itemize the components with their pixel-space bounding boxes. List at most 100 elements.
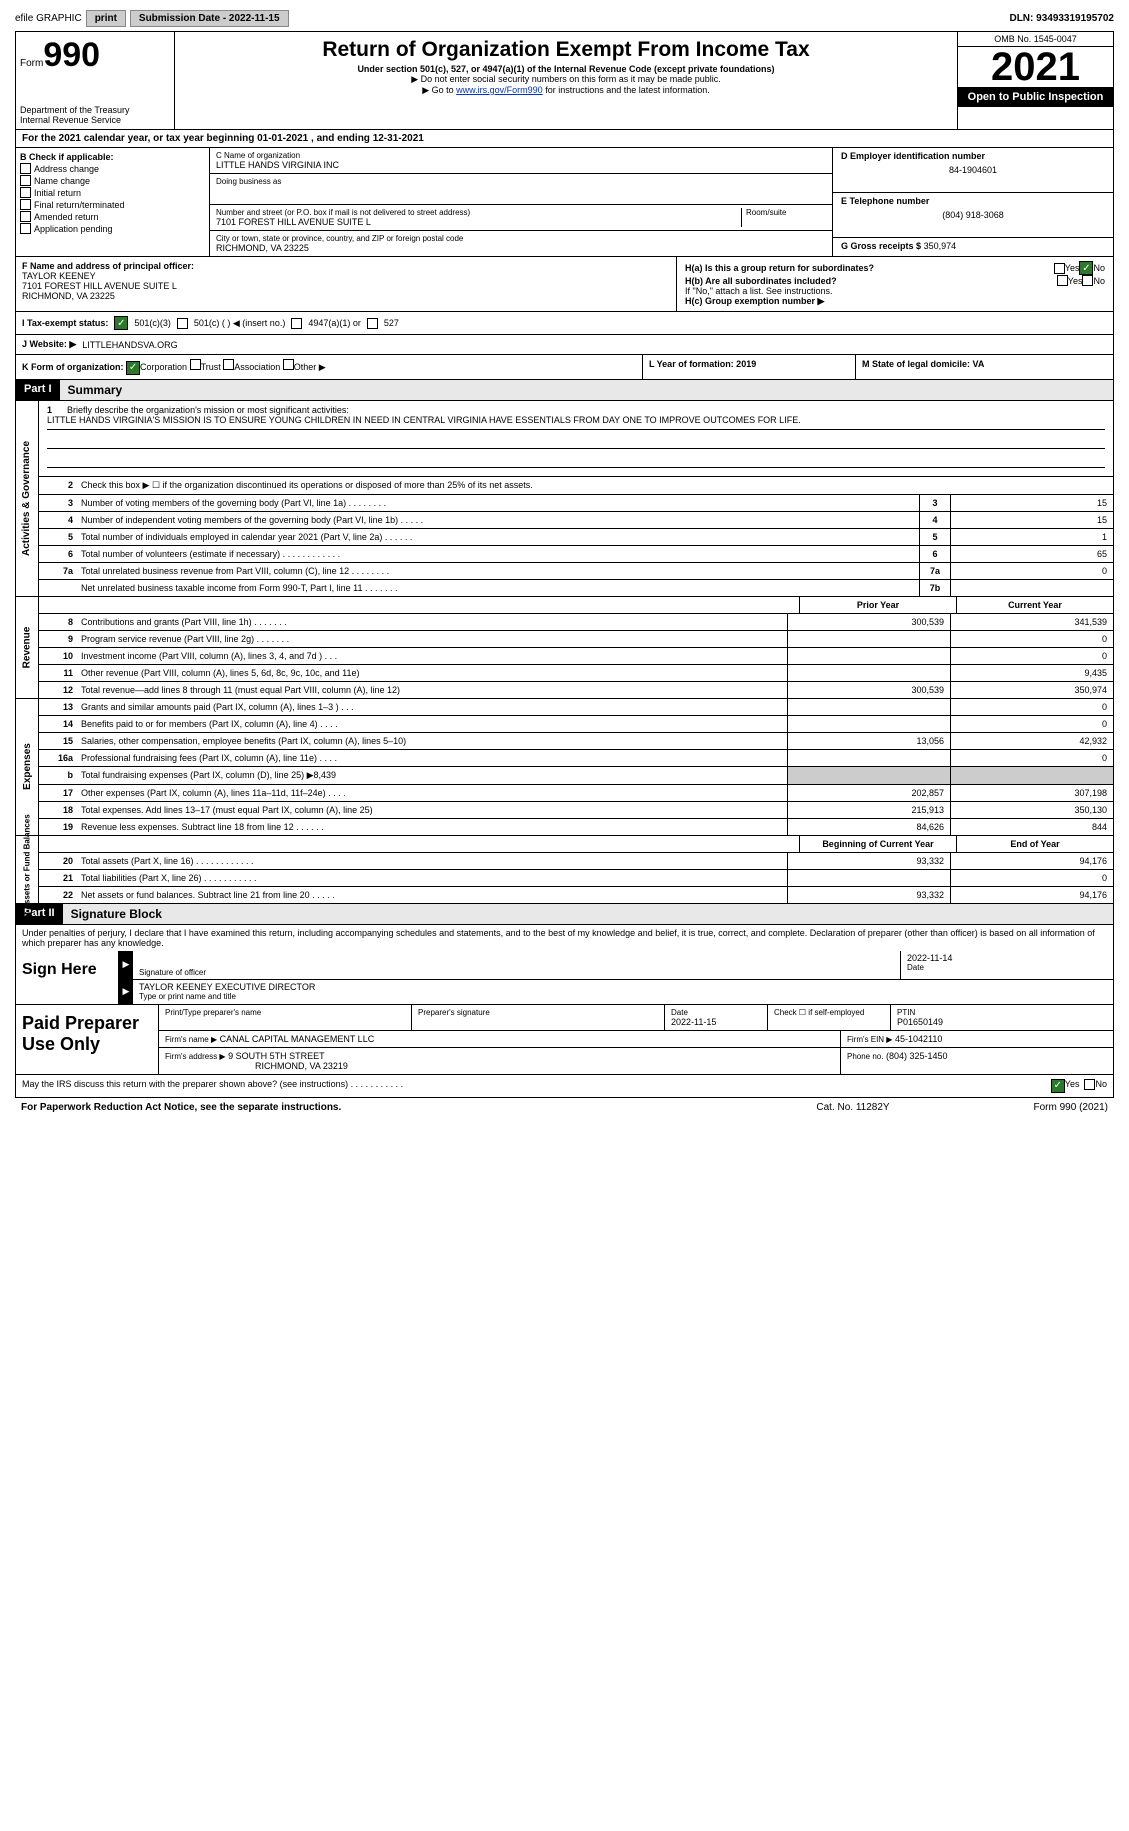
part2-title: Signature Block: [63, 904, 1113, 924]
cb-hb-yes[interactable]: [1057, 275, 1068, 286]
gov-line-text: Total number of individuals employed in …: [77, 529, 919, 545]
current-value: 9,435: [950, 665, 1113, 681]
dept-treasury: Department of the Treasury: [20, 105, 170, 115]
gov-line-text: Total number of volunteers (estimate if …: [77, 546, 919, 562]
street-value: 7101 FOREST HILL AVENUE SUITE L: [216, 217, 741, 227]
cb-discuss-yes[interactable]: ✓: [1051, 1079, 1065, 1093]
gross-receipts: 350,974: [924, 241, 957, 251]
city-label: City or town, state or province, country…: [216, 234, 826, 243]
form-subtitle: Under section 501(c), 527, or 4947(a)(1)…: [181, 64, 951, 74]
box-g-label: G Gross receipts $: [841, 241, 921, 251]
box-l: L Year of formation: 2019: [642, 355, 855, 379]
line-text: Total liabilities (Part X, line 26) . . …: [77, 870, 787, 886]
discuss-text: May the IRS discuss this return with the…: [22, 1079, 1051, 1093]
current-value: 350,130: [950, 802, 1113, 818]
cb-trust[interactable]: [190, 359, 201, 370]
part1-tag: Part I: [16, 380, 60, 400]
irs-link[interactable]: www.irs.gov/Form990: [456, 85, 543, 95]
cb-address-change[interactable]: [20, 163, 31, 174]
footer-paperwork: For Paperwork Reduction Act Notice, see …: [21, 1102, 778, 1113]
prior-value: 93,332: [787, 853, 950, 869]
firm-phone-label: Phone no.: [847, 1052, 883, 1061]
current-value: 94,176: [950, 887, 1113, 903]
box-f-label: F Name and address of principal officer:: [22, 261, 670, 271]
box-k-label: K Form of organization:: [22, 362, 124, 372]
cb-name-change[interactable]: [20, 175, 31, 186]
firm-name: CANAL CAPITAL MANAGEMENT LLC: [220, 1034, 375, 1044]
mission-label: Briefly describe the organization's miss…: [67, 405, 349, 415]
cb-ha-no[interactable]: ✓: [1079, 261, 1093, 275]
form-number: 990: [43, 36, 100, 74]
prior-value: 215,913: [787, 802, 950, 818]
cb-assoc[interactable]: [223, 359, 234, 370]
open-inspection: Open to Public Inspection: [958, 87, 1113, 107]
officer-h-row: F Name and address of principal officer:…: [15, 257, 1114, 312]
cb-ha-yes[interactable]: [1054, 263, 1065, 274]
current-value: 42,932: [950, 733, 1113, 749]
prior-value: 300,539: [787, 682, 950, 698]
prior-value: [787, 648, 950, 664]
box-i-label: I Tax-exempt status:: [22, 318, 108, 328]
cb-other[interactable]: [283, 359, 294, 370]
cb-501c3[interactable]: ✓: [114, 316, 128, 330]
current-value: 844: [950, 819, 1113, 835]
cb-app-pending[interactable]: [20, 223, 31, 234]
prior-value: 13,056: [787, 733, 950, 749]
mission-text: LITTLE HANDS VIRGINIA'S MISSION IS TO EN…: [47, 415, 1105, 430]
irs-label: Internal Revenue Service: [20, 115, 170, 125]
end-year-header: End of Year: [956, 836, 1113, 852]
box-d-label: D Employer identification number: [841, 151, 1105, 161]
print-button[interactable]: print: [86, 10, 126, 27]
form-header: Form990 Department of the Treasury Inter…: [15, 31, 1114, 130]
current-value: 350,974: [950, 682, 1113, 698]
cb-final-return[interactable]: [20, 199, 31, 210]
cb-initial-return[interactable]: [20, 187, 31, 198]
officer-name: TAYLOR KEENEY: [22, 271, 670, 281]
prior-value: 93,332: [787, 887, 950, 903]
ptin-label: PTIN: [897, 1008, 1107, 1017]
current-value: 0: [950, 716, 1113, 732]
paid-preparer-label: Paid Preparer Use Only: [16, 1005, 159, 1074]
print-name-label: Print/Type preparer's name: [165, 1008, 405, 1017]
phone-value: (804) 918-3068: [841, 210, 1105, 220]
cb-501c[interactable]: [177, 318, 188, 329]
org-name: LITTLE HANDS VIRGINIA INC: [216, 160, 826, 170]
cb-527[interactable]: [367, 318, 378, 329]
vert-governance: Activities & Governance: [22, 440, 33, 555]
cb-discuss-no[interactable]: [1084, 1079, 1095, 1090]
gov-line-text: Total unrelated business revenue from Pa…: [77, 563, 919, 579]
prior-value: 300,539: [787, 614, 950, 630]
cb-amended[interactable]: [20, 211, 31, 222]
form-title: Return of Organization Exempt From Incom…: [181, 38, 951, 62]
firm-addr-label: Firm's address ▶: [165, 1052, 226, 1061]
current-value: 0: [950, 631, 1113, 647]
city-value: RICHMOND, VA 23225: [216, 243, 826, 253]
firm-ein-label: Firm's EIN ▶: [847, 1035, 892, 1044]
line-text: Revenue less expenses. Subtract line 18 …: [77, 819, 787, 835]
line-text: Net assets or fund balances. Subtract li…: [77, 887, 787, 903]
tax-year: 2021: [958, 47, 1113, 87]
gov-line-value: 1: [950, 529, 1113, 545]
cb-hb-no[interactable]: [1082, 275, 1093, 286]
firm-phone: (804) 325-1450: [886, 1051, 948, 1061]
note-ssn: ▶ Do not enter social security numbers o…: [181, 74, 951, 85]
cb-4947[interactable]: [291, 318, 302, 329]
dba-label: Doing business as: [216, 177, 826, 186]
paid-date-label: Date: [671, 1008, 761, 1017]
box-j-label: J Website: ▶: [22, 339, 76, 350]
sig-arrow-icon-2: ▶: [119, 980, 133, 1004]
line-text: Other revenue (Part VIII, column (A), li…: [77, 665, 787, 681]
current-value: 0: [950, 870, 1113, 886]
part1-title: Summary: [60, 380, 1113, 400]
sig-officer-label: Signature of officer: [139, 968, 206, 977]
form-word: Form: [20, 58, 43, 69]
check-self-employed: Check ☐ if self-employed: [768, 1005, 891, 1030]
ptin-value: P01650149: [897, 1017, 1107, 1027]
gov-line-value: [950, 580, 1113, 596]
cb-corp[interactable]: ✓: [126, 361, 140, 375]
prior-value: [787, 716, 950, 732]
hb-label: H(b) Are all subordinates included?: [685, 276, 1057, 286]
sig-declaration: Under penalties of perjury, I declare th…: [16, 925, 1113, 951]
firm-addr1: 9 SOUTH 5TH STREET: [228, 1051, 325, 1061]
line-text: Total expenses. Add lines 13–17 (must eq…: [77, 802, 787, 818]
